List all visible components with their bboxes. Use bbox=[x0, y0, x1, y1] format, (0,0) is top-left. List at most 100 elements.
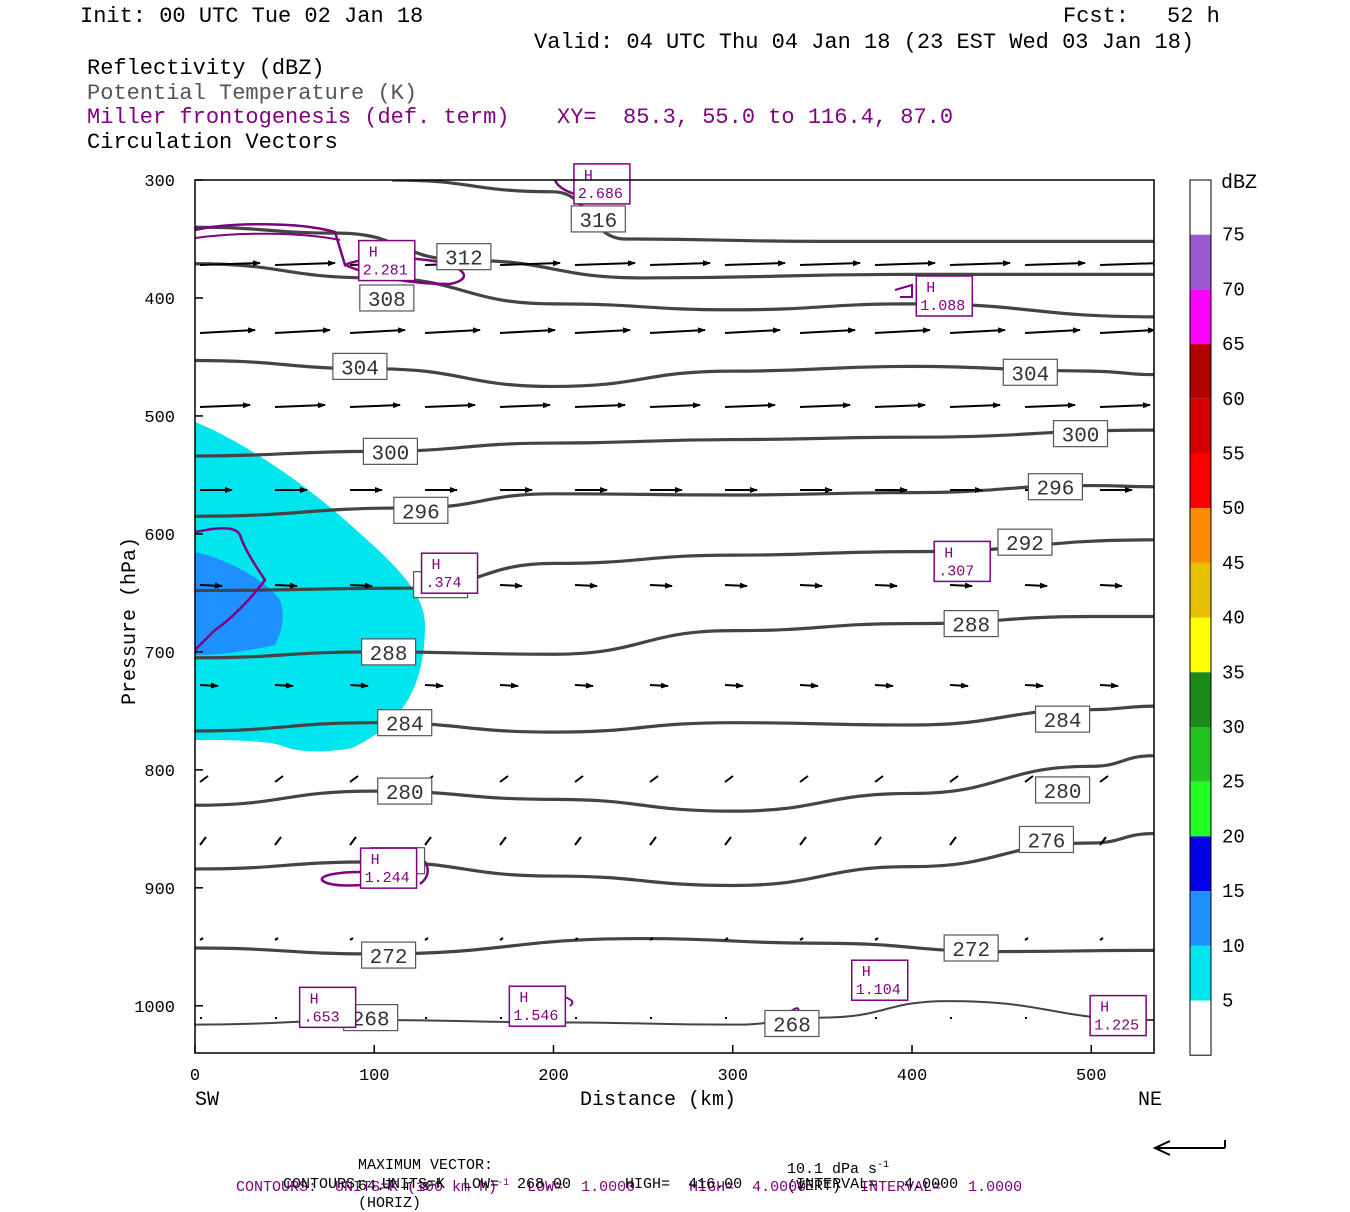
fronto-max-flag-5: H bbox=[371, 852, 380, 869]
circulation-vector-110 bbox=[649, 937, 654, 941]
circulation-vector-112 bbox=[799, 937, 804, 941]
circulation-vector-30 bbox=[499, 402, 551, 409]
colorbar-segment-6 bbox=[1190, 508, 1211, 563]
contours-fronto-exp: -1 bbox=[497, 1178, 510, 1189]
isentrope-label-304-0: 304 bbox=[341, 358, 379, 381]
isentrope-label-box-296-1 bbox=[1027, 473, 1084, 501]
circulation-vector-84 bbox=[649, 775, 659, 783]
isentrope-label-box-300-0 bbox=[362, 437, 418, 465]
circulation-vector-12 bbox=[1099, 260, 1154, 267]
isentrope-label-box-308-0 bbox=[359, 284, 415, 312]
fronto-max-value-3: .374 bbox=[426, 575, 462, 592]
x-tick-label-0: 0 bbox=[190, 1067, 200, 1086]
fronto-max-value-0: 2.686 bbox=[578, 186, 623, 203]
circulation-vector-20 bbox=[724, 327, 781, 334]
isentrope-label-316-0: 316 bbox=[579, 211, 617, 234]
circulation-vector-73 bbox=[799, 682, 819, 689]
isentrope-label-box-300-1 bbox=[1052, 420, 1109, 448]
circulation-vector-15 bbox=[349, 327, 406, 334]
field-xy: XY= 85.3, 55.0 to 116.4, 87.0 bbox=[557, 105, 954, 130]
circulation-vector-5 bbox=[574, 260, 636, 267]
circulation-vector-68 bbox=[424, 682, 444, 689]
circulation-vector-103 bbox=[1099, 836, 1107, 846]
isentrope-label-box-304-1 bbox=[1002, 358, 1058, 386]
circulation-vector-108 bbox=[499, 937, 504, 941]
circulation-vector-9 bbox=[874, 260, 936, 267]
colorbar-segment-2 bbox=[1190, 289, 1211, 345]
circulation-vector-33 bbox=[724, 402, 776, 409]
colorbar-level-5: 5 bbox=[1222, 991, 1233, 1013]
fronto-max-flag-9: H bbox=[1100, 1000, 1109, 1017]
fronto-max-flag-2: H bbox=[926, 280, 935, 297]
colorbar-level-45: 45 bbox=[1222, 553, 1245, 575]
fronto-max-value-1: 2.281 bbox=[363, 263, 408, 280]
isentrope-label-280-1: 280 bbox=[1044, 782, 1082, 805]
colorbar-segment-10 bbox=[1190, 727, 1211, 782]
colorbar-segment-12 bbox=[1190, 836, 1211, 892]
circulation-vector-79 bbox=[274, 775, 284, 783]
y-tick-label-600: 600 bbox=[144, 527, 175, 546]
max-vector-vert-tag: (VERT) bbox=[787, 1178, 842, 1195]
circulation-vector-7 bbox=[724, 260, 786, 267]
field-theta: Potential Temperature (K) bbox=[87, 81, 418, 106]
circulation-vector-69 bbox=[499, 682, 519, 689]
colorbar-level-35: 35 bbox=[1222, 662, 1245, 684]
colorbar-segment-8 bbox=[1190, 617, 1211, 673]
circulation-vector-104 bbox=[199, 937, 204, 941]
circulation-vector-89 bbox=[1024, 775, 1034, 783]
colorbar-segment-14 bbox=[1190, 945, 1211, 1001]
circulation-vector-62 bbox=[949, 582, 973, 589]
colorbar-level-10: 10 bbox=[1222, 936, 1245, 958]
colorbar-segment-1 bbox=[1190, 234, 1211, 290]
fronto-max-box-1 bbox=[358, 239, 416, 282]
circulation-vector-35 bbox=[874, 402, 926, 409]
circulation-vector-14 bbox=[274, 327, 331, 334]
circulation-vector-31 bbox=[574, 402, 626, 409]
x-tick-label-500: 500 bbox=[1076, 1067, 1107, 1086]
reflectivity-5dbz-area bbox=[195, 422, 425, 752]
circulation-vector-10 bbox=[949, 260, 1011, 267]
fronto-max-flag-7: H bbox=[310, 991, 319, 1008]
circulation-vector-113 bbox=[874, 937, 879, 941]
isentrope-label-304-1: 304 bbox=[1011, 364, 1049, 387]
isentrope-label-box-288-1 bbox=[943, 609, 999, 638]
circulation-vector-80 bbox=[349, 775, 359, 783]
circulation-vector-6 bbox=[649, 260, 711, 267]
circulation-vector-25 bbox=[1099, 327, 1154, 334]
isentrope-label-box-292-1 bbox=[997, 528, 1053, 556]
y-tick-label-400: 400 bbox=[144, 291, 175, 310]
circulation-vector-72 bbox=[724, 682, 744, 689]
fronto-max-flag-8: H bbox=[519, 990, 528, 1007]
fronto-max-box-3 bbox=[420, 552, 479, 594]
circulation-vector-85 bbox=[724, 775, 734, 783]
circulation-vector-96 bbox=[574, 836, 582, 846]
x-tick-label-300: 300 bbox=[717, 1067, 748, 1086]
circulation-vector-28 bbox=[349, 402, 401, 409]
circulation-vector-27 bbox=[274, 402, 326, 409]
init-time: Init: 00 UTC Tue 02 Jan 18 bbox=[80, 4, 424, 29]
circulation-vector-23 bbox=[949, 327, 1006, 334]
colorbar-level-55: 55 bbox=[1222, 444, 1245, 466]
isentrope-label-284-0: 284 bbox=[386, 715, 424, 738]
colorbar-level-70: 70 bbox=[1222, 279, 1245, 301]
isentrope-300 bbox=[195, 428, 1154, 458]
colorbar-frame bbox=[1189, 179, 1212, 1056]
isentrope-label-296-0: 296 bbox=[402, 502, 440, 525]
circulation-vector-82 bbox=[499, 775, 509, 783]
circulation-vector-74 bbox=[874, 682, 894, 689]
colorbar-level-50: 50 bbox=[1222, 498, 1245, 520]
colorbar-segment-5 bbox=[1190, 453, 1211, 509]
circulation-vector-52 bbox=[199, 582, 223, 589]
max-vector-vert-exp: -1 bbox=[877, 1160, 890, 1171]
circulation-vector-0 bbox=[199, 260, 261, 267]
circulation-vector-91 bbox=[199, 836, 207, 846]
isentrope-label-box-280-1 bbox=[1034, 776, 1091, 804]
colorbar-segment-13 bbox=[1190, 891, 1211, 946]
colorbar-segment-7 bbox=[1190, 562, 1211, 618]
isentrope-label-box-284-0 bbox=[377, 709, 433, 737]
fronto-max-box-9 bbox=[1089, 994, 1147, 1037]
circulation-vector-67 bbox=[349, 682, 369, 689]
circulation-vector-99 bbox=[799, 836, 807, 846]
circulation-vector-101 bbox=[949, 836, 957, 846]
